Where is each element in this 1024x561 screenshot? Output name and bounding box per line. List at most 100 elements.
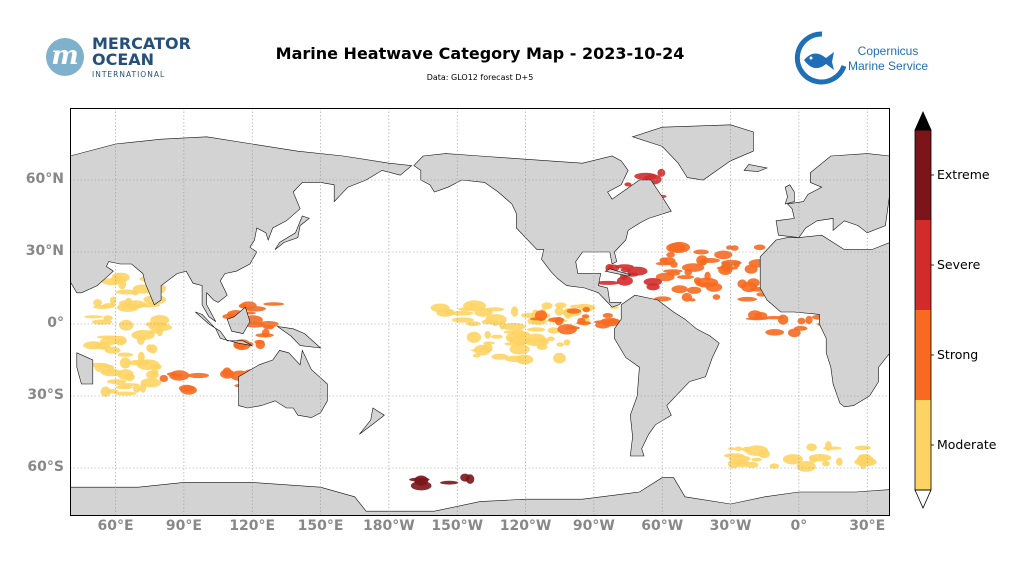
heatwave-patch-moderate xyxy=(114,335,127,346)
lat-tick-label: 0° xyxy=(47,315,64,331)
heatwave-patch-severe xyxy=(643,278,662,286)
heatwave-patch-moderate xyxy=(728,447,735,451)
copernicus-line2: Marine Service xyxy=(848,59,929,73)
gridlines xyxy=(70,108,890,516)
land-antarctica xyxy=(70,477,890,516)
colorbar-extend-min xyxy=(914,489,932,509)
colorbar-segment-severe xyxy=(915,220,931,310)
heatwave-patch-moderate xyxy=(515,354,534,365)
land-new-zealand xyxy=(359,407,385,435)
heatwave-patch-strong xyxy=(582,306,591,313)
copernicus-text: Copernicus Marine Service xyxy=(848,44,928,74)
heatwave-patch-strong xyxy=(797,317,806,325)
colorbar-frame xyxy=(914,129,932,491)
heatwave-patch-moderate xyxy=(503,330,517,334)
heatwave-patch-strong xyxy=(805,315,813,325)
heatwave-patch-moderate xyxy=(824,441,832,451)
heatwave-patch-moderate xyxy=(107,379,127,385)
heatwave-patch-moderate xyxy=(148,344,158,354)
heatwave-patch-moderate xyxy=(809,456,818,463)
heatwave-patch-severe xyxy=(657,168,666,177)
heatwave-patch-moderate xyxy=(554,302,567,309)
heatwave-patch-moderate xyxy=(451,317,474,323)
heatwave-patch-moderate xyxy=(858,454,871,459)
colorbar-segment-moderate xyxy=(915,400,931,490)
heatwave-patch-moderate xyxy=(509,344,530,355)
heatwave-patch-strong xyxy=(704,271,711,281)
heatwave-patch-strong xyxy=(594,320,610,324)
heatwave-patch-moderate xyxy=(132,384,141,393)
heatwave-patch-strong xyxy=(602,313,613,318)
heatwave-patch-strong xyxy=(753,244,766,251)
lat-tick-label: 30°N xyxy=(25,243,64,259)
lon-tick-label: 0° xyxy=(790,518,808,534)
heatwave-patch-moderate xyxy=(100,386,111,397)
heatwave-patch-strong xyxy=(565,326,580,330)
heatwave-patch-moderate xyxy=(474,308,493,317)
heatwave-patch-strong xyxy=(666,242,686,253)
heatwave-patch-moderate xyxy=(116,383,140,387)
heatwave-patch-strong xyxy=(730,245,739,251)
heatwave-patch-moderate xyxy=(151,368,159,376)
land-asia-europe xyxy=(70,136,413,322)
heatwave-patch-moderate xyxy=(469,303,477,308)
map-title: Marine Heatwave Category Map - 2023-10-2… xyxy=(275,44,685,63)
heatwave-patch-moderate xyxy=(734,446,743,451)
legend-label-severe: Severe xyxy=(937,257,981,272)
heatwave-patch-strong xyxy=(765,329,785,336)
lon-tick-label: 60°W xyxy=(641,518,684,534)
heatwave-patch-moderate xyxy=(782,454,803,465)
heatwave-patch-moderate xyxy=(527,327,546,332)
heatwave-patch-moderate xyxy=(474,344,491,356)
heatwave-patch-moderate xyxy=(113,272,130,283)
colorbar-segment-strong xyxy=(915,310,931,400)
heatwave-patch-strong xyxy=(693,277,702,284)
heatwave-patch-moderate xyxy=(103,315,113,321)
heatwave-patch-severe xyxy=(595,280,620,285)
heatwave-patch-moderate xyxy=(119,319,134,331)
lon-tick-label: 30°E xyxy=(849,518,886,534)
heatwave-patch-strong xyxy=(794,326,808,331)
heatwave-patch-moderate xyxy=(117,352,133,357)
lon-tick-label: 120°E xyxy=(229,518,276,534)
heatwave-patch-moderate xyxy=(450,311,474,316)
legend-label-strong: Strong xyxy=(937,347,979,362)
heatwave-patch-moderate xyxy=(541,302,553,310)
heatwave-patch-moderate xyxy=(723,453,745,458)
heatwave-patch-strong xyxy=(263,302,285,306)
heatwave-patch-moderate xyxy=(547,336,555,342)
heatwave-patch-moderate xyxy=(150,363,160,369)
mercator-logo: m MERCATOR OCEAN INTERNATIONAL xyxy=(46,36,196,82)
colorbar xyxy=(914,111,934,509)
mercator-logo-line3: INTERNATIONAL xyxy=(92,70,166,79)
heatwave-patch-moderate xyxy=(92,319,113,325)
heatwave-patch-moderate xyxy=(443,308,455,315)
heatwave-patch-moderate xyxy=(504,342,527,346)
heatwave-patch-strong xyxy=(169,370,190,381)
heatwave-patch-strong xyxy=(777,314,789,325)
heatwave-patch-strong xyxy=(737,296,757,302)
lat-tick-label: 60°S xyxy=(27,459,64,475)
heatwave-patch-moderate xyxy=(854,445,872,450)
heatwave-patch-moderate xyxy=(860,459,866,470)
heatwave-patch-strong xyxy=(576,321,592,325)
heatwave-patch-moderate xyxy=(745,445,769,457)
lon-tick-label: 90°W xyxy=(572,518,615,534)
heatwave-patch-moderate xyxy=(501,323,526,331)
heatwave-patch-moderate xyxy=(119,357,131,369)
heatwave-patch-strong xyxy=(677,275,694,280)
land-borneo xyxy=(226,306,251,334)
heatwave-patch-strong xyxy=(663,269,683,273)
heatwave-patch-extreme xyxy=(414,475,429,486)
map-frame xyxy=(70,108,890,516)
colorbar-segment-extreme xyxy=(915,130,931,220)
heatwave-patch-strong xyxy=(187,372,209,379)
heatwave-patch-strong xyxy=(566,308,582,314)
heatwave-patch-strong xyxy=(689,298,696,302)
heatwave-patch-moderate xyxy=(137,351,145,362)
heatwave-patch-extreme xyxy=(440,480,459,485)
map-subtitle: Data: GLO12 forecast D+5 xyxy=(426,73,534,82)
mercator-logo-line1: MERCATOR xyxy=(92,34,191,53)
heatwave-patch-strong xyxy=(684,268,692,276)
heatwave-patch-strong xyxy=(747,278,760,288)
